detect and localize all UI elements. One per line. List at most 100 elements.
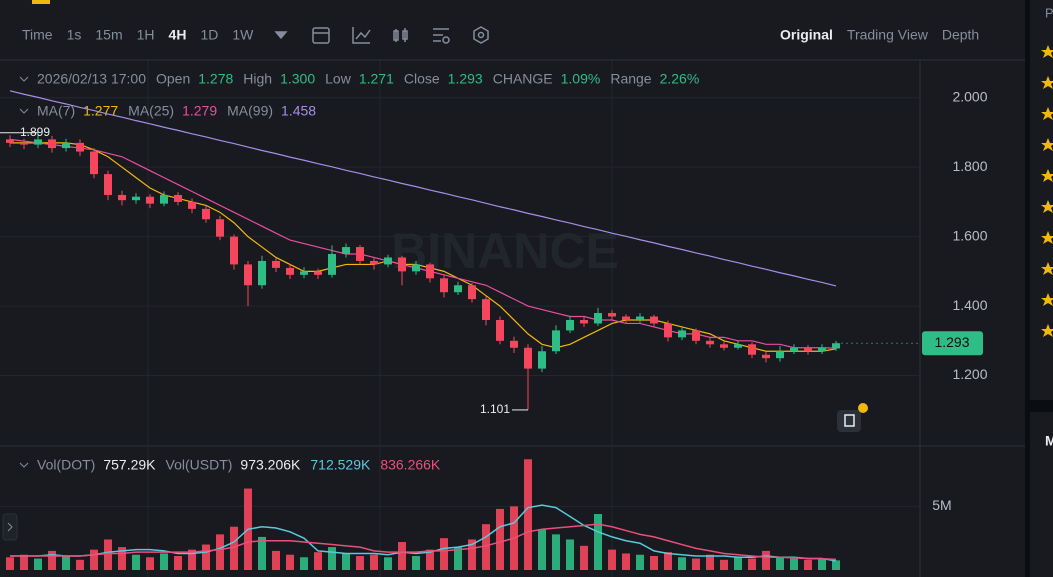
interval-tab[interactable]: 4H <box>169 27 187 43</box>
volume-bar <box>34 558 42 570</box>
candle-body <box>132 196 140 201</box>
view-tab[interactable]: Depth <box>942 27 979 43</box>
volume-bar <box>762 550 770 570</box>
info-value: 1.09% <box>561 71 601 87</box>
candle-body <box>174 194 182 202</box>
volume-bar <box>258 536 266 570</box>
volume-bar <box>384 557 392 570</box>
info-label: CHANGE <box>493 71 553 87</box>
candle-body <box>342 247 350 254</box>
ma-name: MA(7) <box>37 103 75 119</box>
volume-bar <box>300 557 308 570</box>
toolbar-icons[interactable] <box>274 26 489 44</box>
candle-body <box>384 257 392 265</box>
volume-bar <box>328 547 336 570</box>
candle-body <box>622 316 630 320</box>
candle-body <box>580 319 588 324</box>
volume-bar <box>706 554 714 570</box>
interval-tab[interactable]: 1W <box>232 27 254 43</box>
y-tick-label: 5M <box>932 497 951 513</box>
candle-body <box>104 174 112 195</box>
info-value: 2.26% <box>660 71 700 87</box>
interval-tab[interactable]: Time <box>22 27 53 43</box>
volume-bar <box>440 538 448 570</box>
notification-dot <box>858 403 868 413</box>
volume-bar <box>650 556 658 570</box>
candle-body <box>300 271 308 275</box>
candle-body <box>524 347 532 369</box>
candle-body <box>636 316 644 320</box>
candle-body <box>202 208 210 220</box>
star-icon <box>1041 262 1053 275</box>
volume-bar <box>832 560 840 570</box>
candle-body <box>594 313 602 324</box>
interval-tab[interactable]: 15m <box>95 27 122 43</box>
volume-bar <box>132 554 140 570</box>
volume-bar <box>6 557 14 570</box>
candle-body <box>776 351 784 359</box>
candle-body <box>510 340 518 348</box>
volume-bar <box>412 556 420 570</box>
volume-bar <box>622 553 630 570</box>
volume-bar <box>174 556 182 570</box>
candle-body <box>440 278 448 293</box>
y-tick-label: 1.400 <box>952 297 987 313</box>
volume-bar <box>356 556 364 570</box>
volume-bar <box>496 508 504 570</box>
candle-body <box>118 194 126 201</box>
volume-ma-line <box>10 523 837 561</box>
star-icon <box>1041 45 1053 58</box>
expand-button[interactable] <box>2 513 18 541</box>
candle-body <box>216 219 224 237</box>
tab-indicator <box>32 0 50 4</box>
interval-tab[interactable]: 1s <box>67 27 82 43</box>
candle-body <box>468 285 476 300</box>
volume-bar <box>202 544 210 570</box>
info-label: High <box>243 71 272 87</box>
volume-ma-value: 712.529K <box>310 457 371 473</box>
info-label: Range <box>610 71 651 87</box>
volume-bar <box>692 558 700 570</box>
candle-body <box>720 344 728 348</box>
volume-bar <box>314 552 322 570</box>
y-tick-label: 1.600 <box>952 227 987 243</box>
volume-bar <box>608 549 616 570</box>
order-button[interactable] <box>837 410 861 432</box>
interval-tab[interactable]: 1D <box>200 27 218 43</box>
volume-bar <box>160 553 168 570</box>
candle-body <box>188 201 196 209</box>
star-icon <box>1041 231 1053 244</box>
volume-bar <box>188 549 196 570</box>
volume-bar <box>552 534 560 570</box>
volume-bar <box>286 554 294 570</box>
candle-body <box>90 151 98 175</box>
view-tab[interactable]: Trading View <box>847 27 929 43</box>
candle-body <box>482 299 490 320</box>
volume-ma-line <box>10 504 837 562</box>
view-tab[interactable]: Original <box>780 27 833 43</box>
candle-body <box>244 264 252 286</box>
candle-body <box>286 267 294 275</box>
candle-body <box>62 142 70 149</box>
collapse-icon <box>19 108 29 114</box>
candle-body <box>426 264 434 279</box>
candle-body <box>566 319 574 331</box>
interval-tab[interactable]: 1H <box>137 27 155 43</box>
candle-body <box>692 330 700 341</box>
volume-name: Vol(DOT) <box>37 457 95 473</box>
candle-body <box>832 343 840 349</box>
candle-body <box>706 340 714 345</box>
candle-body <box>356 247 364 261</box>
candle-body <box>34 139 42 145</box>
volume-bar <box>720 559 728 570</box>
candle-body <box>398 257 406 272</box>
volume-bar <box>20 554 28 570</box>
candle-body <box>748 344 756 355</box>
volume-bar <box>678 557 686 570</box>
volume-bar <box>426 549 434 570</box>
volume-bar <box>566 539 574 570</box>
candle-body <box>146 196 154 204</box>
volume-bar <box>636 554 644 570</box>
candle-body <box>608 313 616 317</box>
candle-body <box>790 347 798 352</box>
